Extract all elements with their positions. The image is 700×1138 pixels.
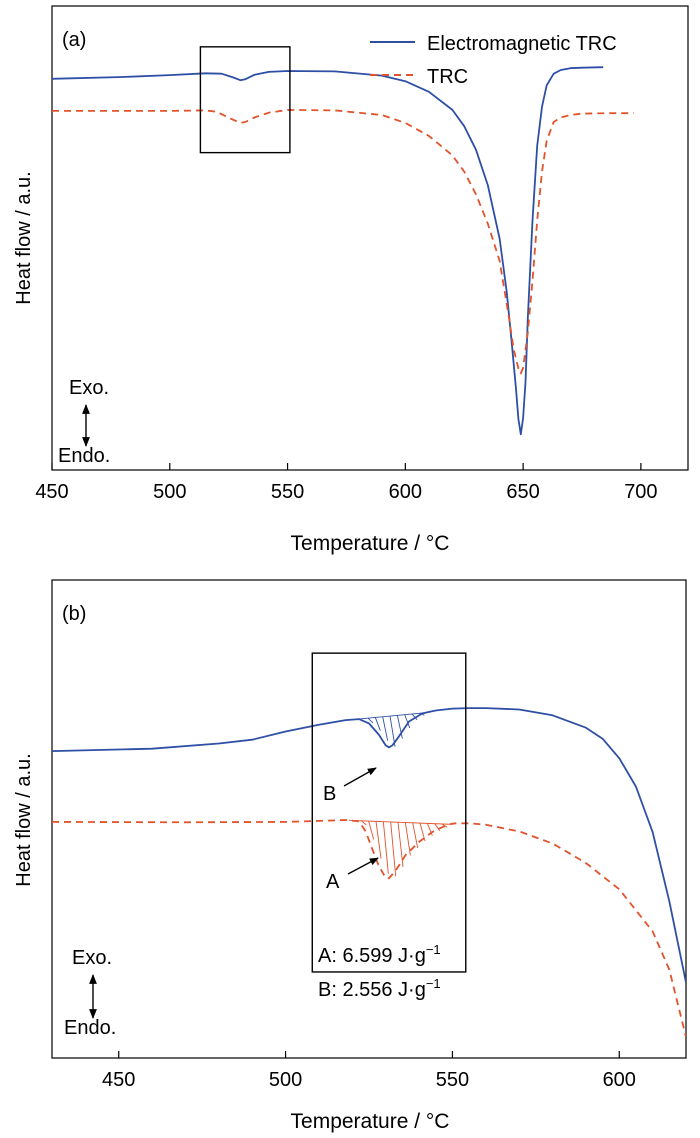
series-line-trc (52, 109, 634, 375)
x-tick-label: 650 (506, 481, 539, 503)
series-line-trc (52, 819, 686, 1038)
hatch-line (411, 713, 418, 720)
annotation-arrow-b (343, 767, 377, 787)
plot-frame (51, 579, 687, 1059)
legend-label-electromagnetic: Electromagnetic TRC (427, 33, 617, 55)
x-tick-label: 550 (271, 481, 304, 503)
annotation-arrow-a (347, 857, 379, 875)
series-line-electromagnetic-trc (52, 707, 686, 983)
exo-endo-indicator: Exo. Endo. (58, 377, 110, 467)
x-axis-label: Temperature / °C (291, 1110, 450, 1133)
hatch-line (382, 821, 389, 874)
hatch-line (382, 716, 389, 741)
x-ticks: 450 500 550 600 (102, 1051, 636, 1091)
exo-label: Exo. (69, 377, 109, 399)
x-tick-label: 700 (624, 481, 657, 503)
hatch-line (412, 822, 419, 849)
hatch-line (374, 717, 381, 731)
baseline-line (348, 819, 450, 825)
legend: Electromagnetic TRC TRC (370, 33, 617, 88)
x-tick-label: 450 (102, 1069, 135, 1091)
enthalpy-text-a: A: 6.599 J·g−1 (318, 942, 441, 967)
enthalpy-values: A: 6.599 J·g−1 B: 2.556 J·g−1 (318, 942, 441, 1001)
exo-label: Exo. (72, 947, 112, 969)
hatched-areas (348, 712, 450, 877)
x-tick-label: 450 (35, 481, 68, 503)
inset-box (199, 46, 291, 154)
annotation-a: A (326, 857, 379, 893)
hatch-line (367, 717, 374, 724)
chart-panel-b: 450 500 550 600 (b) Heat flow / a.u. Temper… (13, 579, 687, 1133)
hatch-line (396, 715, 403, 739)
exo-endo-indicator: Exo. Endo. (64, 947, 116, 1039)
annotation-label-b: B (323, 783, 336, 805)
baseline-line (355, 712, 426, 720)
series-line-electromagnetic-trc (52, 66, 604, 436)
hatch-line (368, 820, 375, 840)
x-ticks: 450 500 550 600 650 700 (35, 463, 658, 503)
chart-panel-a: 450 500 550 600 650 700 (a) Electromagnetic T… (13, 5, 689, 555)
annotation-label-a: A (326, 871, 340, 893)
legend-label-trc: TRC (427, 66, 468, 88)
x-axis-label: Temperature / °C (291, 532, 450, 555)
series-group (52, 66, 634, 436)
x-tick-label: 600 (389, 481, 422, 503)
x-tick-label: 600 (603, 1069, 636, 1091)
panel-label: (a) (62, 29, 86, 51)
y-axis-label: Heat flow / a.u. (13, 753, 35, 886)
annotation-b: B (323, 767, 377, 805)
x-tick-label: 550 (436, 1069, 469, 1091)
plot-frame (51, 5, 689, 471)
hatch-line (361, 820, 367, 826)
enthalpy-text-b: B: 2.556 J·g−1 (318, 976, 441, 1001)
panel-label: (b) (62, 603, 86, 625)
hatch-line (390, 821, 397, 877)
x-tick-label: 500 (153, 481, 186, 503)
inset-box (311, 652, 467, 973)
hatch-line (397, 822, 404, 867)
endo-label: Endo. (64, 1017, 116, 1039)
y-axis-label: Heat flow / a.u. (13, 171, 35, 304)
hatch-line (404, 714, 411, 729)
hatch-line (375, 821, 382, 859)
x-tick-label: 500 (269, 1069, 302, 1091)
endo-label: Endo. (58, 445, 110, 467)
hatch-line (404, 822, 411, 856)
series-group (52, 707, 686, 1038)
